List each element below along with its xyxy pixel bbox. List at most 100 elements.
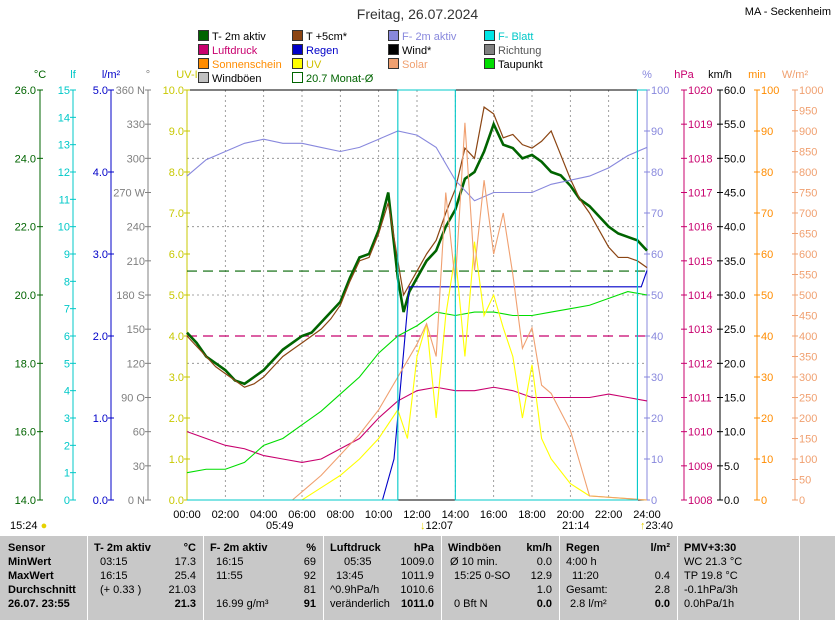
axis-tick-label-min: 80 xyxy=(761,167,773,179)
axis-tick-label-uv: 2.0 xyxy=(169,413,184,425)
axis-tick-label-wind: 5.0 xyxy=(724,461,739,473)
axis-tick-label-min: 40 xyxy=(761,331,773,343)
x-tick-label: 18:00 xyxy=(518,509,546,521)
x-tick-label: 22:00 xyxy=(595,509,623,521)
axis-tick-label-solar: 400 xyxy=(799,331,817,343)
axis-tick-label-press: 1013 xyxy=(688,324,712,336)
axis-tick-label-uv: 0.0 xyxy=(169,495,184,507)
axis-tick-label-solar: 500 xyxy=(799,290,817,302)
axis-tick-label-hum: 30 xyxy=(651,372,663,384)
axis-tick-label-wind: 20.0 xyxy=(724,358,745,370)
axis-tick-label-press: 1015 xyxy=(688,256,712,268)
series-line xyxy=(187,241,648,501)
axis-tick-label-solar: 200 xyxy=(799,413,817,425)
axis-unit-solar: W/m² xyxy=(782,69,809,81)
axis-unit-uv: UV-I xyxy=(176,69,197,81)
axis-tick-label-press: 1012 xyxy=(688,358,712,370)
axis-tick-label-solar: 700 xyxy=(799,208,817,220)
legend-label: 20.7 Monat-Ø xyxy=(306,73,374,85)
legend-swatch xyxy=(292,30,303,41)
axis-tick-label-press: 1009 xyxy=(688,461,712,473)
series-line xyxy=(187,122,648,501)
axis-unit-dir: ° xyxy=(146,69,150,81)
axis-tick-label-temp: 20.0 xyxy=(15,290,36,302)
axis-tick-label-dir: 330 xyxy=(127,119,145,131)
axis-tick-label-wind: 50.0 xyxy=(724,153,745,165)
axis-tick-label-wind: 55.0 xyxy=(724,119,745,131)
station-name: MA - Seckenheim xyxy=(744,6,831,18)
axis-tick-label-temp: 18.0 xyxy=(15,358,36,370)
axis-tick-label-min: 70 xyxy=(761,208,773,220)
axis-tick-label-leaf: 2 xyxy=(64,440,70,452)
table-col-rain: Regen l/m² 4:00 h 11:20 0.4 Gesamt: 2.8 2.8… xyxy=(566,542,670,610)
axis-tick-label-temp: 24.0 xyxy=(15,153,36,165)
axis-tick-label-leaf: 10 xyxy=(58,222,70,234)
axis-tick-label-hum: 0 xyxy=(651,495,657,507)
legend-swatch xyxy=(198,30,209,41)
x-tick-label: 04:00 xyxy=(250,509,278,521)
axis-tick-label-dir: 30 xyxy=(133,461,145,473)
axis-tick-label-wind: 45.0 xyxy=(724,188,745,200)
axis-tick-label-solar: 600 xyxy=(799,249,817,261)
series-line xyxy=(187,89,647,501)
axis-tick-label-uv: 4.0 xyxy=(169,331,184,343)
axis-tick-label-solar: 900 xyxy=(799,126,817,138)
axis-tick-label-rain: 2.0 xyxy=(93,331,108,343)
axis-tick-label-wind: 30.0 xyxy=(724,290,745,302)
axis-tick-label-wind: 10.0 xyxy=(724,427,745,439)
x-tick-label: 10:00 xyxy=(365,509,393,521)
axis-tick-label-solar: 550 xyxy=(799,270,817,282)
legend-swatch xyxy=(388,58,399,69)
legend-item: Wind* xyxy=(388,44,431,57)
axis-tick-label-dir: 210 xyxy=(127,256,145,268)
moon-icon: ↑ xyxy=(640,520,646,532)
axis-tick-label-rain: 4.0 xyxy=(93,167,108,179)
axis-tick-label-leaf: 6 xyxy=(64,331,70,343)
axis-tick-label-press: 1008 xyxy=(688,495,712,507)
axis-tick-label-solar: 100 xyxy=(799,454,817,466)
legend-item: Sonnenschein xyxy=(198,58,282,71)
axis-tick-label-solar: 50 xyxy=(799,475,811,487)
table-col-wind: Windböen km/h Ø 10 min. 0.0 15:25 0-SO 12.9… xyxy=(448,542,552,610)
axis-tick-label-leaf: 14 xyxy=(58,112,70,124)
moonrise-time: ↓12:07 xyxy=(420,520,454,532)
axis-tick-label-rain: 1.0 xyxy=(93,413,108,425)
x-tick-label: 00:00 xyxy=(173,509,201,521)
axis-tick-label-solar: 1000 xyxy=(799,85,823,97)
axis-tick-label-hum: 80 xyxy=(651,167,663,179)
axis-tick-label-leaf: 13 xyxy=(58,140,70,152)
axis-tick-label-hum: 10 xyxy=(651,454,663,466)
series-line xyxy=(186,106,648,388)
axis-tick-label-min: 90 xyxy=(761,126,773,138)
axis-tick-label-wind: 35.0 xyxy=(724,256,745,268)
axis-tick-label-solar: 800 xyxy=(799,167,817,179)
axis-tick-label-press: 1019 xyxy=(688,119,712,131)
axis-tick-label-leaf: 15 xyxy=(58,85,70,97)
legend-label: Taupunkt xyxy=(498,59,543,71)
legend-label: Richtung xyxy=(498,45,542,57)
moonset-time: ↑23:40 xyxy=(640,520,674,532)
series-line xyxy=(186,130,648,202)
axis-tick-label-uv: 1.0 xyxy=(169,454,184,466)
stats-table: Sensor MinWert MaxWert Durchschnitt 26.0… xyxy=(0,536,835,620)
sunrise-time: 05:49 xyxy=(266,520,294,532)
x-tick-label: 12:00 xyxy=(403,509,431,521)
axis-tick-label-rain: 3.0 xyxy=(93,249,108,261)
axis-tick-label-rain: 5.0 xyxy=(93,85,108,97)
legend-item: Windböen xyxy=(198,72,262,85)
axis-tick-label-leaf: 0 xyxy=(64,495,70,507)
x-tick-label: 14:00 xyxy=(442,509,470,521)
legend-item: Solar xyxy=(388,58,428,71)
legend-label: T +5cm* xyxy=(306,31,348,43)
x-tick-label: 20:00 xyxy=(557,509,585,521)
legend-label: Sonnenschein xyxy=(212,59,282,71)
axis-tick-label-temp: 16.0 xyxy=(15,427,36,439)
sunset-time: 21:14 xyxy=(562,520,590,532)
axis-tick-label-uv: 8.0 xyxy=(169,167,184,179)
axis-tick-label-uv: 5.0 xyxy=(169,290,184,302)
axis-unit-hum: % xyxy=(642,69,652,81)
axis-tick-label-solar: 450 xyxy=(799,311,817,323)
x-tick-label: 24:00 xyxy=(633,509,661,521)
table-col-pressure: Luftdruck hPa 05:35 1009.0 13:45 1011.9 ^0.… xyxy=(330,542,434,610)
axis-tick-label-dir: 270 W xyxy=(113,188,145,200)
